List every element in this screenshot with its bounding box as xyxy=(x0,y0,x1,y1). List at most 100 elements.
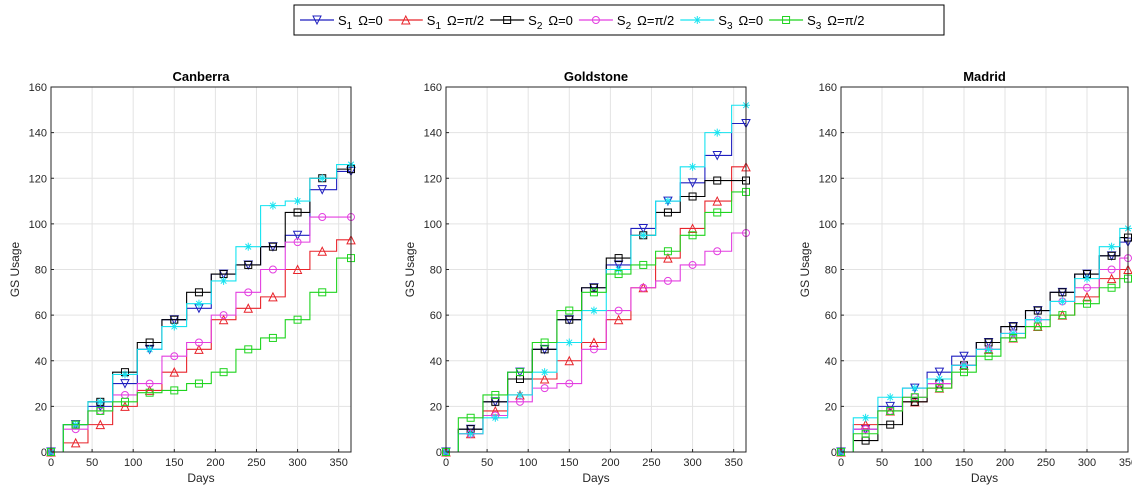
data-point xyxy=(663,247,672,256)
data-point xyxy=(1083,283,1091,292)
data-point xyxy=(861,429,870,438)
legend-label: S3 Ω=π/2 xyxy=(807,13,864,32)
x-tick-label: 300 xyxy=(683,457,701,469)
data-point xyxy=(614,265,623,274)
y-tick-label: 100 xyxy=(819,219,837,231)
legend-series-name: S xyxy=(718,13,727,28)
series-5 xyxy=(442,101,750,456)
x-tick-label: 50 xyxy=(876,457,888,469)
legend-label: S2 Ω=0 xyxy=(528,13,573,32)
data-point xyxy=(589,288,598,297)
data-point xyxy=(145,388,154,397)
chart-panel: 0 50 100 150 200 250 300 350 0 20 40 60 80 100 120 140 1… xyxy=(8,69,356,485)
data-point xyxy=(886,406,895,415)
data-point xyxy=(885,401,896,412)
data-point xyxy=(243,303,254,313)
legend-marker xyxy=(400,14,411,25)
data-point xyxy=(687,178,698,188)
y-tick-label: 20 xyxy=(825,401,837,413)
data-point xyxy=(120,401,130,411)
x-tick-label: 150 xyxy=(560,457,578,469)
data-point xyxy=(663,276,672,285)
data-point xyxy=(120,379,130,389)
y-tick-label: 80 xyxy=(35,265,47,277)
x-tick-label: 0 xyxy=(48,457,54,469)
y-tick-label: 160 xyxy=(29,82,47,94)
series-line xyxy=(51,257,351,453)
x-tick-label: 250 xyxy=(247,457,265,469)
data-point xyxy=(860,419,871,430)
legend-marker xyxy=(591,16,600,24)
data-point xyxy=(910,397,919,406)
data-point xyxy=(589,345,598,354)
x-tick-label: 150 xyxy=(955,457,973,469)
data-point xyxy=(515,368,524,377)
data-point xyxy=(194,288,203,297)
legend-entry: S1 Ω=π/2 xyxy=(388,13,484,32)
data-point xyxy=(713,208,722,217)
data-point xyxy=(317,246,328,256)
legend-omega: Ω=π/2 xyxy=(637,13,674,28)
legend-subscript: 2 xyxy=(626,21,632,32)
y-tick-label: 60 xyxy=(430,310,442,322)
data-point xyxy=(268,242,277,251)
data-point xyxy=(565,315,574,324)
chart-title: Goldstone xyxy=(564,69,628,84)
data-point xyxy=(639,283,648,292)
data-point xyxy=(565,379,574,388)
data-point xyxy=(959,351,969,362)
data-point xyxy=(861,425,870,434)
y-tick-label: 60 xyxy=(35,310,47,322)
data-point xyxy=(1107,251,1116,260)
data-point xyxy=(194,344,204,354)
legend-subscript: 3 xyxy=(727,21,733,32)
y-tick-label: 80 xyxy=(430,265,442,277)
data-point xyxy=(244,260,253,269)
data-point xyxy=(244,345,253,354)
x-tick-label: 350 xyxy=(724,457,742,469)
data-point xyxy=(194,299,203,308)
x-tick-label: 200 xyxy=(206,457,224,469)
data-point xyxy=(589,283,598,292)
data-point xyxy=(170,352,179,361)
legend-label: S1 Ω=0 xyxy=(338,13,383,32)
data-point xyxy=(1058,288,1067,297)
data-point xyxy=(984,345,993,354)
data-point xyxy=(1083,274,1091,283)
data-point xyxy=(293,315,302,324)
data-point xyxy=(614,270,623,279)
data-point xyxy=(268,333,277,342)
data-point xyxy=(687,223,698,233)
series-line xyxy=(841,278,1128,453)
data-point xyxy=(515,390,524,399)
data-point xyxy=(491,390,500,399)
data-point xyxy=(614,254,623,263)
y-tick-label: 100 xyxy=(29,219,47,231)
y-axis-label: GS Usage xyxy=(798,241,812,297)
data-point xyxy=(1107,265,1116,274)
series-line xyxy=(841,237,1128,453)
data-point xyxy=(540,338,549,347)
series-line xyxy=(51,170,351,453)
legend-omega: Ω=0 xyxy=(548,13,573,28)
x-tick-label: 350 xyxy=(1119,457,1132,469)
x-tick-label: 100 xyxy=(124,457,142,469)
legend-entry: S3 Ω=π/2 xyxy=(769,13,864,32)
x-tick-label: 250 xyxy=(1037,457,1055,469)
data-point xyxy=(219,311,228,320)
data-point xyxy=(170,322,179,331)
data-point xyxy=(170,386,179,395)
data-point xyxy=(268,291,278,302)
legend-entry: S1 Ω=0 xyxy=(300,13,383,32)
data-point xyxy=(886,393,895,402)
data-point xyxy=(268,265,277,274)
data-point xyxy=(318,288,327,297)
x-axis-label: Days xyxy=(187,471,214,485)
data-point xyxy=(639,260,648,269)
series-line xyxy=(446,179,746,453)
data-point xyxy=(317,185,328,195)
data-point xyxy=(1033,322,1042,331)
x-tick-label: 300 xyxy=(288,457,306,469)
data-point xyxy=(491,413,500,422)
